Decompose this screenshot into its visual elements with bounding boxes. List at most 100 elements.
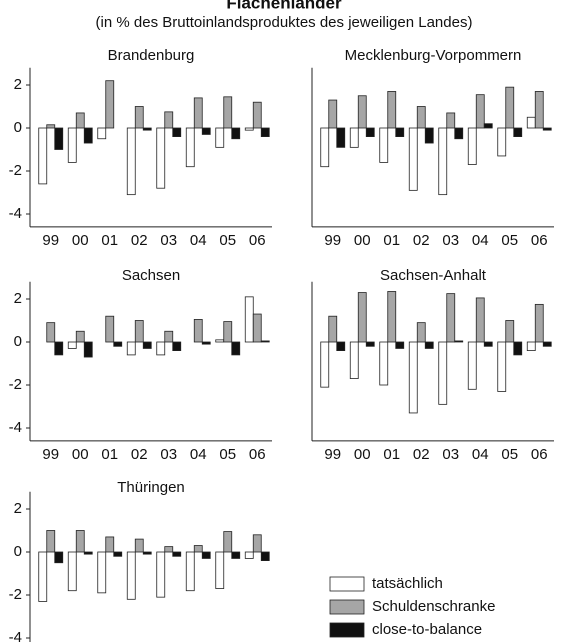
bar <box>395 341 405 349</box>
y-tick-label: -2 <box>9 586 22 603</box>
x-tick-label: 01 <box>101 446 118 463</box>
bar <box>75 530 85 553</box>
bar <box>349 127 359 148</box>
bar <box>67 127 77 163</box>
x-tick-label: 02 <box>131 446 148 463</box>
bar <box>526 116 536 129</box>
bar <box>164 111 174 129</box>
x-tick-label: 05 <box>501 446 518 463</box>
bar <box>97 127 107 140</box>
bar <box>446 293 456 343</box>
bar <box>185 551 195 592</box>
bar <box>379 341 389 386</box>
bar <box>497 341 507 392</box>
bar <box>365 341 375 347</box>
bar <box>260 340 270 343</box>
bar <box>260 127 270 137</box>
bar <box>379 127 389 163</box>
x-tick-label: 05 <box>219 232 236 249</box>
legend-swatch <box>329 599 365 615</box>
bar <box>424 127 434 144</box>
legend-swatch <box>329 622 365 638</box>
bar <box>252 101 262 129</box>
bar <box>142 127 152 131</box>
y-tick-label: 2 <box>14 500 22 517</box>
x-tick-label: 04 <box>472 446 489 463</box>
y-tick-label: 2 <box>14 290 22 307</box>
bar <box>46 322 56 343</box>
bar <box>328 315 338 343</box>
bar <box>328 99 338 129</box>
bar <box>438 341 448 405</box>
x-tick-label: 00 <box>72 232 89 249</box>
bar <box>505 320 515 343</box>
bar <box>349 341 359 379</box>
bar <box>454 127 464 140</box>
bar <box>156 551 166 598</box>
y-tick-label: 0 <box>14 119 22 136</box>
x-tick-label: 06 <box>249 232 266 249</box>
bar <box>67 341 77 349</box>
x-tick-label: 02 <box>131 232 148 249</box>
x-tick-label: 00 <box>354 446 371 463</box>
legend-label: Schuldenschranke <box>372 598 495 615</box>
y-tick-label: -4 <box>9 629 22 642</box>
bar <box>172 341 182 352</box>
bar <box>201 127 211 135</box>
bar <box>357 95 367 129</box>
x-tick-label: 06 <box>249 446 266 463</box>
bar <box>446 112 456 129</box>
x-tick-label: 03 <box>442 446 459 463</box>
bar <box>416 106 426 129</box>
bar <box>505 86 515 129</box>
bar <box>475 297 485 343</box>
bar <box>126 551 136 600</box>
x-tick-label: 01 <box>101 232 118 249</box>
x-tick-label: 00 <box>72 446 89 463</box>
page-title: Flächenländer <box>226 0 342 12</box>
bar <box>483 341 493 347</box>
y-tick-label: -2 <box>9 162 22 179</box>
bar <box>454 340 464 343</box>
bar <box>83 341 93 358</box>
bar <box>193 97 203 129</box>
bar <box>113 551 123 557</box>
bar <box>83 127 93 144</box>
x-tick-label: 99 <box>42 446 59 463</box>
bar <box>542 341 552 347</box>
bar <box>320 127 330 168</box>
x-tick-label: 06 <box>531 446 548 463</box>
bar <box>223 321 233 343</box>
bar <box>201 551 211 559</box>
bar <box>467 127 477 165</box>
bar <box>54 127 64 150</box>
bar <box>105 536 115 553</box>
bar <box>231 127 241 140</box>
x-tick-label: 04 <box>190 446 207 463</box>
x-tick-label: 03 <box>442 232 459 249</box>
bar <box>105 315 115 343</box>
bar <box>75 330 85 343</box>
bar <box>46 124 56 129</box>
bar <box>134 320 144 343</box>
bar <box>526 341 536 352</box>
x-tick-label: 02 <box>413 232 430 249</box>
bar <box>244 296 254 343</box>
x-tick-label: 00 <box>354 232 371 249</box>
page-subtitle: (in % des Bruttoinlandsproduktes des jew… <box>96 14 473 31</box>
bar <box>38 127 48 185</box>
bar <box>105 80 115 129</box>
x-tick-label: 06 <box>531 232 548 249</box>
y-tick-label: -4 <box>9 419 22 436</box>
bar <box>215 551 225 589</box>
bar <box>365 127 375 137</box>
bar <box>193 319 203 343</box>
bar <box>252 534 262 553</box>
bar <box>142 341 152 349</box>
x-tick-label: 02 <box>413 446 430 463</box>
bar <box>467 341 477 390</box>
bar <box>54 551 64 564</box>
panel-title: Mecklenburg-Vorpommern <box>345 47 522 64</box>
bar <box>357 292 367 343</box>
